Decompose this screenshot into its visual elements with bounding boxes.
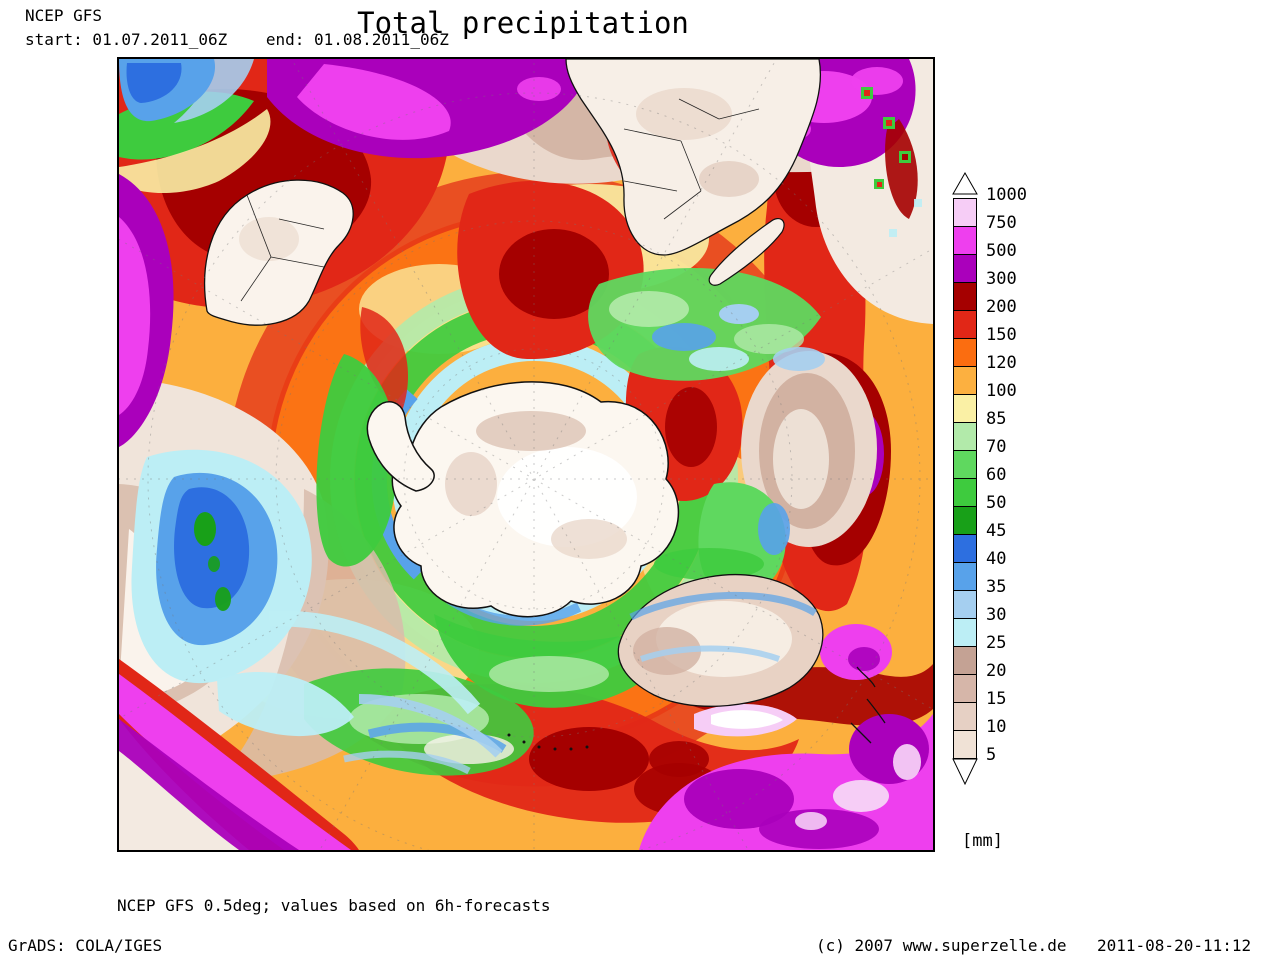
page-title: Total precipitation	[357, 6, 689, 40]
legend-color-box	[953, 366, 977, 395]
legend-boundary-label: 10	[986, 717, 1007, 737]
legend-boundary-label: 35	[986, 577, 1007, 597]
antarctic-peninsula	[366, 401, 435, 492]
legend-color-box	[953, 254, 977, 283]
graticule	[119, 59, 933, 850]
legend-color-box	[953, 478, 977, 507]
legend-boundary-label: 500	[986, 241, 1017, 261]
legend-boundary-label: 15	[986, 689, 1007, 709]
africa-landmass	[565, 59, 822, 286]
legend-color-box	[953, 450, 977, 479]
legend-boundary-label: 45	[986, 521, 1007, 541]
legend-boundary-label: 300	[986, 269, 1017, 289]
legend-boundary-label: 25	[986, 633, 1007, 653]
legend-boundary-label: 5	[986, 745, 997, 765]
legend-bar	[952, 171, 978, 785]
legend-boundary-label: 100	[986, 381, 1017, 401]
legend-color-box	[953, 562, 977, 591]
legend-color-box	[953, 422, 977, 451]
grads-credit: GrADS: COLA/IGES	[8, 936, 163, 955]
legend-unit-label: [mm]	[962, 831, 1003, 851]
legend-color-box	[953, 310, 977, 339]
legend-boundary-label: 30	[986, 605, 1007, 625]
legend-boundary-label: 200	[986, 297, 1017, 317]
legend-boxes	[952, 198, 978, 759]
legend-color-box	[953, 506, 977, 535]
australia-landmass	[617, 548, 824, 707]
legend-color-box	[953, 646, 977, 675]
legend-boundary-label: 1000	[986, 185, 1027, 205]
legend-down-arrow-icon	[952, 758, 978, 785]
legend-color-box	[953, 674, 977, 703]
legend-color-box	[953, 338, 977, 367]
render-timestamp: 2011-08-20-11:12	[1097, 936, 1252, 955]
new-zealand-coast	[850, 666, 886, 744]
legend-boundary-label: 50	[986, 493, 1007, 513]
legend-boundary-label: 750	[986, 213, 1017, 233]
precipitation-map	[117, 57, 935, 852]
legend-boundary-label: 120	[986, 353, 1017, 373]
scattered-cells	[861, 87, 922, 237]
footer-note: NCEP GFS 0.5deg; values based on 6h-fore…	[117, 896, 551, 915]
legend-boundary-label: 150	[986, 325, 1017, 345]
legend-boundary-label: 60	[986, 465, 1007, 485]
legend-labels: 1000 750 500 300 200 150 120 100 85 70 60 50 45 40 35 3…	[952, 172, 1062, 792]
coastlines	[204, 59, 886, 751]
period-label: start: 01.07.2011_06Z end: 01.08.2011_06…	[25, 30, 449, 49]
madagascar-landmass	[708, 218, 785, 286]
island-arc	[507, 733, 589, 751]
south-america-landmass	[204, 179, 354, 326]
legend-colorbar: 1000 750 500 300 200 150 120 100 85 70 60 50 45 40 35 3…	[952, 171, 1062, 792]
precipitation-field-svg	[119, 59, 933, 850]
model-label: NCEP GFS	[25, 6, 103, 25]
legend-boundary-label: 85	[986, 409, 1007, 429]
antarctica-landmass	[366, 381, 680, 618]
legend-boundary-label: 70	[986, 437, 1007, 457]
legend-up-arrow-icon	[952, 171, 978, 195]
legend-color-box	[953, 590, 977, 619]
legend-boundary-label: 40	[986, 549, 1007, 569]
legend-color-box	[953, 702, 977, 731]
legend-boundary-label: 20	[986, 661, 1007, 681]
copyright: (c) 2007 www.superzelle.de	[816, 936, 1067, 955]
